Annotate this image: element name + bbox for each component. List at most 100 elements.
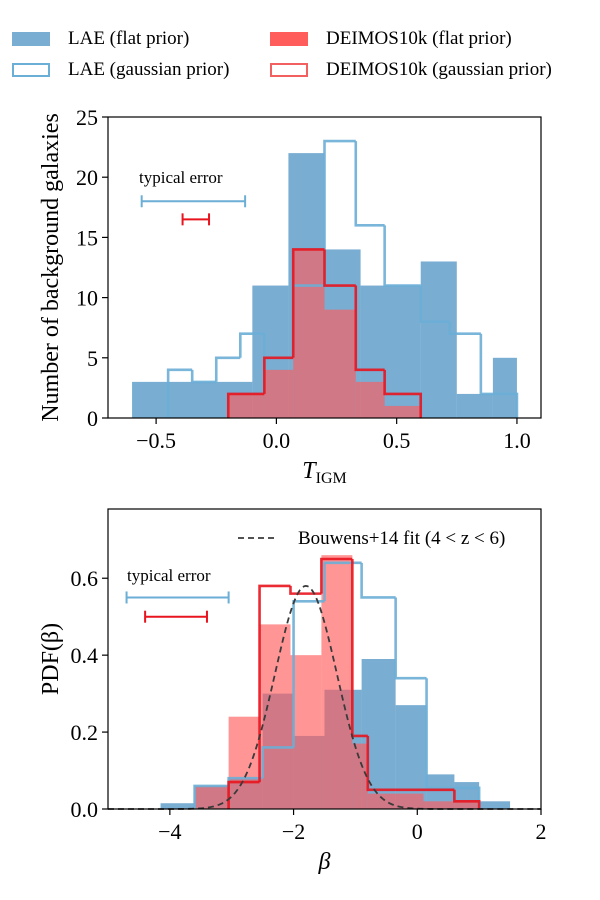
x-axis-label: TIGM (302, 458, 346, 487)
error-bar (144, 610, 208, 623)
typical-error-label: typical error (127, 566, 211, 585)
x-tick-label: −4 (158, 819, 181, 844)
bar (228, 393, 265, 418)
legend-label-lae-gaussian: LAE (gaussian prior) (68, 59, 230, 80)
series-deimos10k-gaussian-prior- (226, 248, 423, 418)
x-tick-label: 0.0 (263, 428, 291, 453)
bar (395, 705, 427, 809)
error-bar (140, 195, 247, 208)
y-tick-label: 25 (76, 105, 98, 130)
legend-label-deimos-gaussian: DEIMOS10k (gaussian prior) (326, 59, 552, 80)
legend-item-lae-gaussian: LAE (gaussian prior) (12, 59, 229, 81)
bar-outline (394, 597, 427, 680)
x-axis-label-main: T (302, 458, 317, 484)
bar-outline (289, 585, 322, 595)
series-lae-gaussian-prior- (166, 139, 519, 418)
bar-outline (320, 557, 353, 594)
y-tick-label: 0.0 (71, 797, 99, 822)
bar (194, 785, 229, 809)
bar (324, 309, 356, 418)
legend-item-lae-flat: LAE (flat prior) (12, 28, 189, 50)
bar-outline (354, 141, 385, 227)
bar-outline (263, 356, 294, 394)
bar-outline (354, 285, 385, 372)
bar (420, 261, 457, 418)
bar (384, 405, 421, 418)
y-tick-label: 15 (76, 225, 98, 250)
bar-outline (239, 332, 265, 358)
error-bar (181, 213, 211, 226)
x-tick-label: −2 (282, 819, 305, 844)
legend-item-deimos-gaussian: DEIMOS10k (gaussian prior) (270, 59, 552, 81)
bar (228, 716, 260, 809)
bar-outline (479, 333, 519, 418)
legend-swatch-lae-gaussian (12, 63, 50, 77)
x-tick-label: 0 (412, 819, 423, 844)
bar (367, 793, 424, 809)
bar-outline (383, 225, 421, 287)
x-axis-label: β (318, 849, 331, 875)
legend: LAE (flat prior) LAE (gaussian prior) DE… (0, 0, 600, 95)
bar (355, 381, 385, 418)
legend-swatch-deimos-flat (270, 32, 308, 46)
bar-outline (453, 789, 481, 809)
bar-outline (383, 369, 423, 418)
bar (352, 743, 368, 809)
bar (321, 555, 353, 809)
bar-outline (261, 746, 294, 779)
top-panel: typical error −0.5 0.0 0.5 1.0 0 5 10 15 20 25 TIGM… (38, 105, 542, 487)
y-tick-label: 0.2 (71, 720, 99, 745)
bottom-panel: Bouwens+14 fit (4 < z < 6) typical error −… (38, 508, 547, 875)
x-axis-label-subscript: IGM (316, 470, 347, 487)
axes-frame (107, 116, 542, 419)
y-tick-label: 0.6 (71, 566, 99, 591)
axes-frame (107, 508, 542, 810)
x-axis-label-main: β (318, 849, 331, 875)
bar (479, 801, 511, 809)
y-axis-label: Number of background galaxies (38, 113, 64, 422)
bar-outline (448, 321, 481, 336)
bar-outline (291, 248, 325, 358)
x-tick-label: 0.5 (383, 428, 411, 453)
bar-outline (190, 369, 217, 384)
bar (160, 803, 195, 809)
typical-error-label: typical error (139, 168, 223, 187)
bar-outline (366, 735, 455, 792)
bar-outline (323, 249, 356, 287)
series-deimos10k-flat-prior- (194, 555, 480, 809)
bar (456, 393, 493, 418)
y-tick-label: 0.4 (71, 643, 99, 668)
legend-swatch-lae-flat (12, 32, 50, 46)
bar (290, 655, 322, 809)
x-tick-label: 1.0 (503, 428, 531, 453)
bar-outline (323, 139, 356, 286)
bar-outline (214, 356, 241, 382)
y-tick-label: 5 (87, 346, 98, 371)
bar-outline (258, 584, 291, 783)
x-tick-label: 2 (536, 819, 547, 844)
bar-outline (166, 368, 193, 418)
y-tick-label: 10 (76, 286, 98, 311)
fit-legend-label: Bouwens+14 fit (4 < z < 6) (298, 528, 505, 549)
bar (492, 357, 517, 418)
bar-outline (323, 561, 362, 602)
bar (293, 249, 325, 418)
bar-outline (193, 784, 229, 809)
bar-outline (425, 678, 481, 809)
bar (264, 369, 294, 418)
y-tick-label: 20 (76, 165, 98, 190)
error-bar (125, 591, 230, 604)
legend-swatch-deimos-gaussian (270, 63, 308, 77)
y-tick-label: 0 (87, 406, 98, 431)
legend-label-deimos-flat: DEIMOS10k (flat prior) (326, 28, 512, 49)
bar-outline (360, 562, 396, 599)
legend-item-deimos-flat: DEIMOS10k (flat prior) (270, 28, 512, 50)
series-deimos10k-flat-prior- (228, 249, 421, 418)
x-tick-label: −0.5 (136, 428, 176, 453)
bar-outline (419, 285, 450, 323)
legend-label-lae-flat: LAE (flat prior) (68, 28, 190, 49)
y-axis-label: PDF(β) (38, 623, 64, 695)
bar-outline (226, 392, 265, 418)
bar (423, 801, 480, 809)
